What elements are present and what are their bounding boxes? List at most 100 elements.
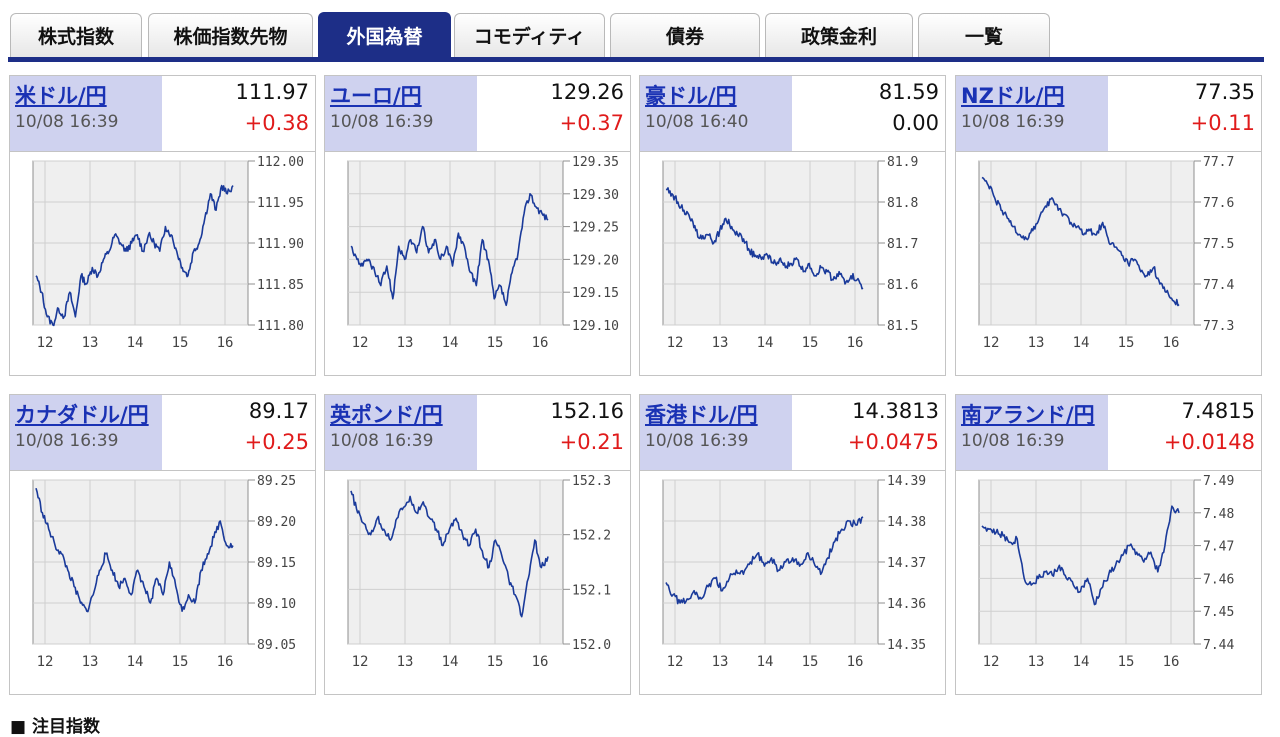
card-divider — [10, 151, 315, 152]
pair-header-bg — [640, 395, 792, 470]
y-tick-label: 77.5 — [1203, 237, 1234, 252]
pair-link[interactable]: 英ポンド/円 — [330, 403, 443, 427]
price-series-line — [665, 516, 864, 605]
price-series-line — [350, 490, 549, 618]
x-tick-label: 13 — [82, 654, 99, 670]
tab-forex[interactable]: 外国為替 — [318, 12, 451, 58]
pair-link[interactable]: 香港ドル/円 — [645, 403, 758, 427]
quote-change: 0.00 — [892, 111, 939, 135]
y-tick-label: 89.25 — [257, 474, 296, 489]
x-tick-label: 12 — [37, 335, 54, 351]
y-tick-label: 7.46 — [1203, 572, 1234, 587]
x-tick-label: 13 — [1028, 335, 1045, 351]
quote-change: +0.0475 — [847, 430, 939, 454]
y-tick-label: 14.37 — [887, 556, 926, 571]
tab-commodity[interactable]: コモディティ — [454, 13, 605, 57]
quote-change: +0.11 — [1190, 111, 1255, 135]
quote-time: 10/08 16:39 — [330, 431, 434, 451]
x-tick-label: 15 — [1118, 654, 1135, 670]
x-tick-label: 12 — [983, 654, 1000, 670]
tab-bonds[interactable]: 債券 — [610, 13, 760, 57]
fx-line-chart: 111.80 111.85 111.90 111.95 112.00 12 13 14 15 16 — [32, 155, 304, 351]
tab-list[interactable]: 一覧 — [918, 13, 1050, 57]
fx-line-chart: 152.0 152.1 152.2 152.3 12 13 14 15 16 — [347, 474, 611, 670]
fx-card-aud-jpy: 豪ドル/円 10/08 16:40 81.59 0.00 81.5 81.6 81.7 81.… — [639, 75, 946, 376]
x-tick-label: 14 — [757, 654, 774, 670]
x-tick-label: 16 — [532, 654, 549, 670]
pair-header-bg — [956, 395, 1108, 470]
price-series-line — [981, 505, 1180, 606]
fx-line-chart: 7.44 7.45 7.46 7.47 7.48 7.49 12 13 14 15 16 — [978, 474, 1234, 670]
x-tick-label: 12 — [352, 335, 369, 351]
x-tick-label: 13 — [712, 335, 729, 351]
y-tick-label: 14.35 — [887, 638, 926, 653]
pair-link[interactable]: 南アランド/円 — [961, 403, 1095, 427]
y-tick-label: 89.10 — [257, 597, 296, 612]
x-tick-label: 16 — [1163, 654, 1180, 670]
x-tick-label: 16 — [532, 335, 549, 351]
quote-change: +0.37 — [559, 111, 624, 135]
quote-time: 10/08 16:39 — [330, 112, 434, 132]
y-tick-label: 77.4 — [1203, 278, 1234, 293]
y-tick-label: 7.45 — [1203, 605, 1234, 620]
x-tick-label: 14 — [442, 335, 459, 351]
x-tick-label: 12 — [667, 654, 684, 670]
x-tick-label: 13 — [397, 335, 414, 351]
fx-card-cad-jpy: カナダドル/円 10/08 16:39 89.17 +0.25 89.05 89.10 89… — [9, 394, 316, 695]
x-tick-label: 14 — [127, 654, 144, 670]
y-tick-label: 152.1 — [572, 583, 611, 598]
price-series-line — [35, 487, 234, 613]
x-tick-label: 12 — [352, 654, 369, 670]
y-tick-label: 14.36 — [887, 597, 926, 612]
x-tick-label: 15 — [802, 654, 819, 670]
y-tick-label: 111.90 — [257, 237, 304, 252]
quote-time: 10/08 16:40 — [645, 112, 749, 132]
quote-change: +0.21 — [559, 430, 624, 454]
y-tick-label: 129.25 — [572, 221, 619, 236]
quote-change: +0.25 — [244, 430, 309, 454]
y-tick-label: 89.20 — [257, 515, 296, 530]
x-tick-label: 15 — [487, 654, 504, 670]
pair-link[interactable]: NZドル/円 — [961, 84, 1065, 108]
fx-card-zar-jpy: 南アランド/円 10/08 16:39 7.4815 +0.0148 7.44 7.45 7… — [955, 394, 1262, 695]
pair-link[interactable]: 米ドル/円 — [15, 84, 107, 108]
quote-price: 152.16 — [550, 399, 624, 423]
y-tick-label: 14.38 — [887, 515, 926, 530]
pair-header-bg — [640, 76, 792, 151]
y-tick-label: 129.30 — [572, 188, 619, 203]
quote-price: 77.35 — [1194, 80, 1255, 104]
y-tick-label: 81.7 — [887, 237, 918, 252]
quote-time: 10/08 16:39 — [15, 112, 119, 132]
y-tick-label: 81.8 — [887, 196, 918, 211]
y-tick-label: 111.85 — [257, 278, 304, 293]
y-tick-label: 129.35 — [572, 155, 619, 170]
quote-change: +0.38 — [244, 111, 309, 135]
y-tick-label: 7.49 — [1203, 474, 1234, 489]
price-series-line — [35, 184, 234, 327]
y-tick-label: 7.47 — [1203, 540, 1234, 555]
tab-policy-rate[interactable]: 政策金利 — [765, 13, 913, 57]
fx-line-chart: 129.10 129.15 129.20 129.25 129.30 129.35 12 13… — [347, 155, 619, 351]
pair-header-bg — [10, 76, 162, 151]
tab-index-futures[interactable]: 株価指数先物 — [148, 13, 313, 57]
price-series-line — [350, 192, 549, 307]
x-tick-label: 14 — [757, 335, 774, 351]
pair-link[interactable]: 豪ドル/円 — [645, 84, 737, 108]
pair-link[interactable]: ユーロ/円 — [330, 84, 422, 108]
price-series-line — [665, 187, 864, 290]
tab-stock-index[interactable]: 株式指数 — [10, 13, 142, 57]
x-tick-label: 14 — [442, 654, 459, 670]
x-tick-label: 15 — [487, 335, 504, 351]
x-tick-label: 15 — [172, 654, 189, 670]
y-tick-label: 77.7 — [1203, 155, 1234, 170]
card-divider — [10, 470, 315, 471]
y-tick-label: 152.0 — [572, 638, 611, 653]
quote-time: 10/08 16:39 — [645, 431, 749, 451]
y-tick-label: 14.39 — [887, 474, 926, 489]
x-tick-label: 12 — [667, 335, 684, 351]
x-tick-label: 12 — [983, 335, 1000, 351]
y-tick-label: 7.44 — [1203, 638, 1234, 653]
fx-card-nzd-jpy: NZドル/円 10/08 16:39 77.35 +0.11 77.3 77.4 77.5 7… — [955, 75, 1262, 376]
x-tick-label: 14 — [1073, 654, 1090, 670]
pair-link[interactable]: カナダドル/円 — [15, 403, 149, 427]
